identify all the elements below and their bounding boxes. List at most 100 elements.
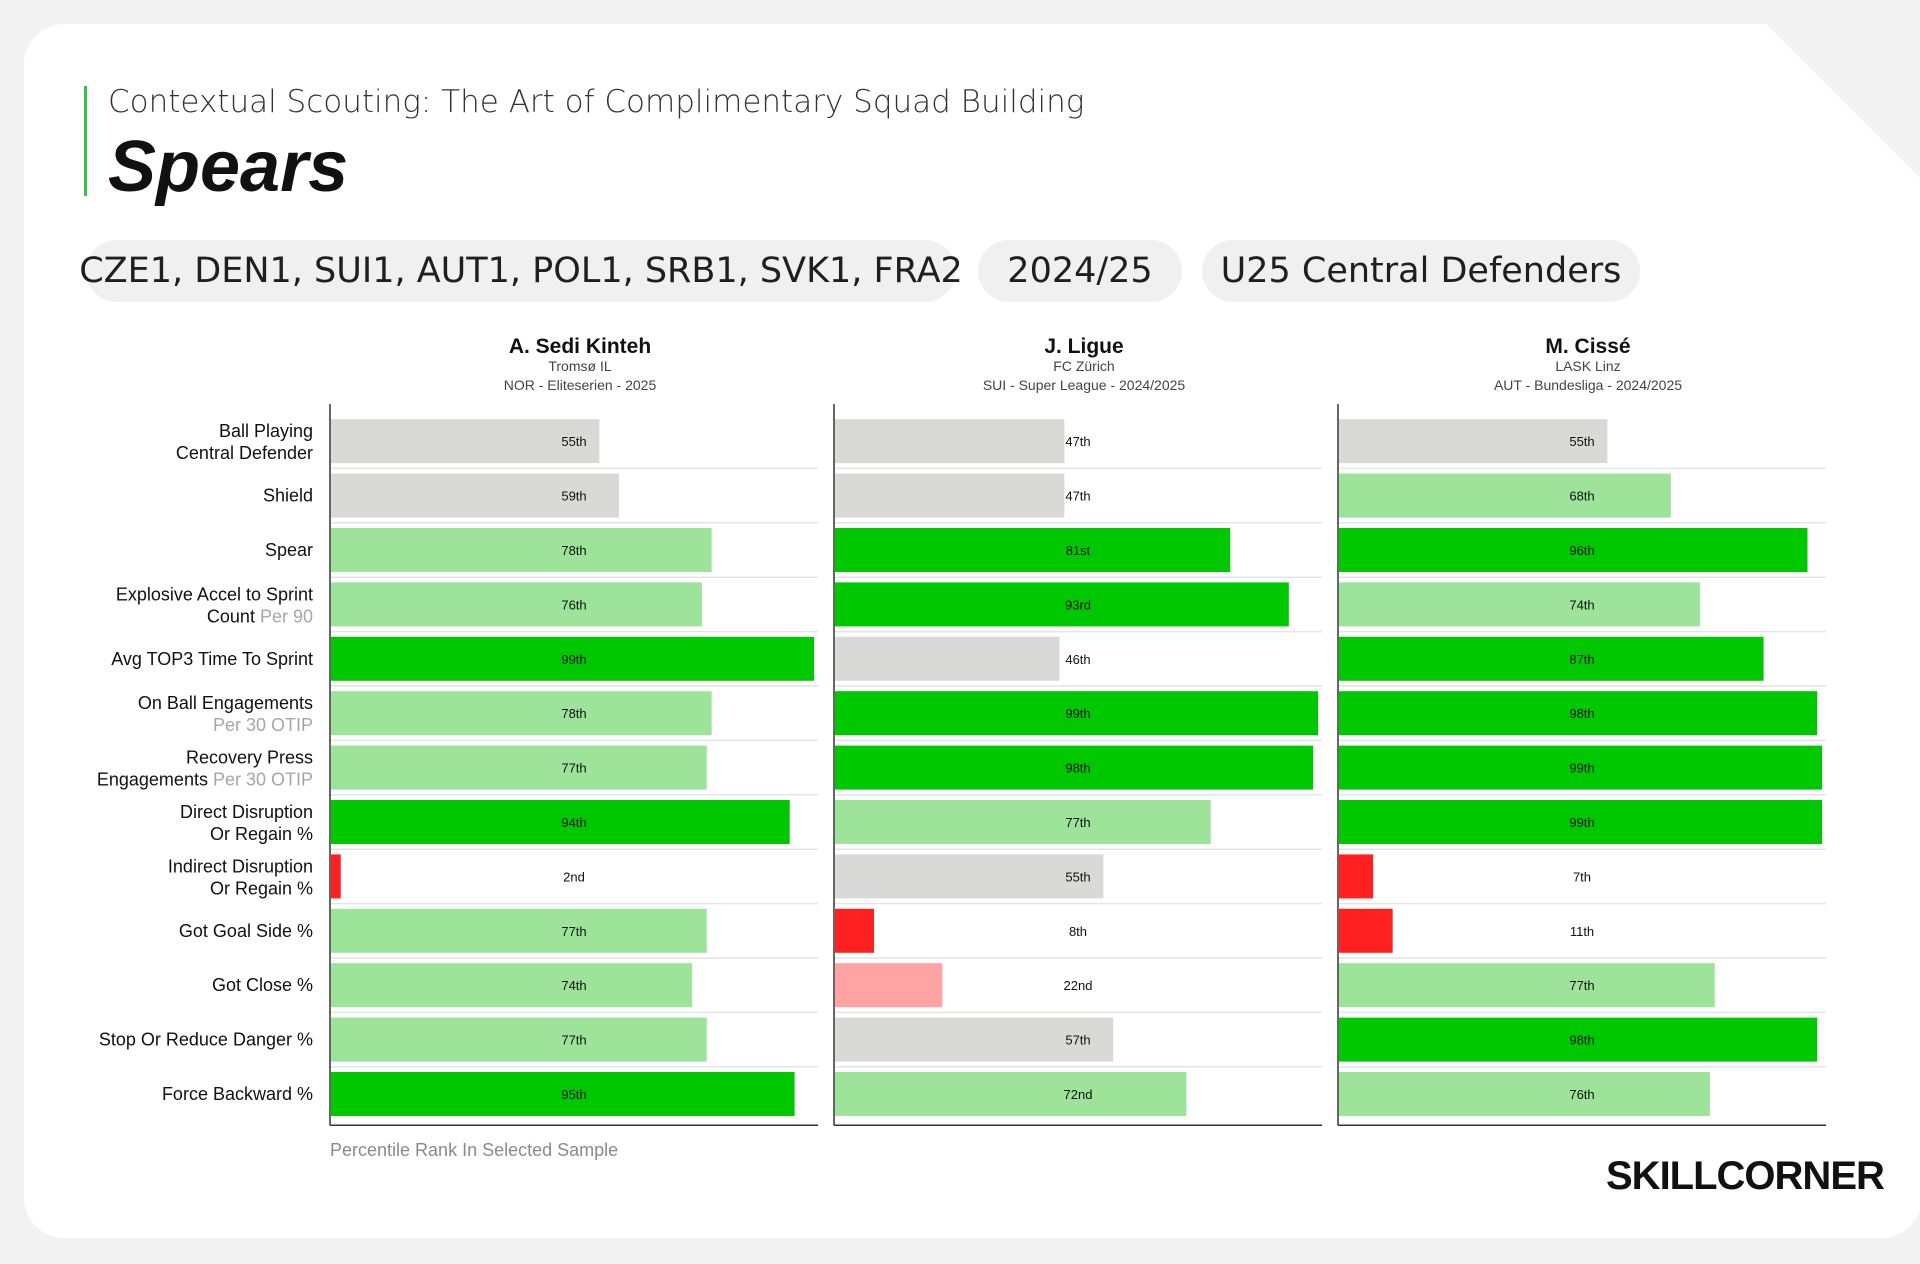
page-subtitle: Contextual Scouting: The Art of Complime…: [108, 84, 1085, 120]
bar: [835, 582, 1289, 627]
bar: [331, 473, 619, 518]
bar: [331, 1017, 707, 1062]
bar-value-label: 96th: [1569, 543, 1594, 558]
bar: [1339, 963, 1715, 1008]
player-name: A. Sedi Kinteh: [509, 335, 651, 358]
metric-label-line2: Or Regain %: [210, 824, 313, 844]
bar-value-label: 72nd: [1064, 1087, 1093, 1102]
player-league: AUT - Bundesliga - 2024/2025: [1494, 377, 1682, 393]
metric-label: On Ball Engagements: [138, 693, 313, 713]
bar-value-label: 55th: [561, 434, 586, 449]
bar: [835, 800, 1211, 844]
metric-unit-suffix: Per 30 OTIP: [213, 715, 313, 735]
bar-value-label: 47th: [1065, 489, 1090, 504]
player-name: M. Cissé: [1545, 335, 1630, 358]
bar-value-label: 76th: [561, 597, 586, 612]
bar-value-label: 55th: [1569, 434, 1594, 449]
metric-label: Got Close %: [212, 975, 313, 995]
bar: [1339, 1017, 1818, 1062]
bar: [1339, 582, 1701, 627]
metric-label: Spear: [265, 540, 313, 560]
bar: [1339, 473, 1671, 518]
bar-value-label: 76th: [1569, 1087, 1594, 1102]
bar: [1339, 528, 1808, 572]
bar: [1339, 854, 1374, 899]
bar-value-label: 77th: [561, 1033, 586, 1048]
bar: [331, 908, 707, 953]
bar-value-label: 77th: [561, 924, 586, 939]
season-filter-pill: 2024/25: [978, 240, 1182, 302]
bar: [331, 582, 702, 627]
bar-value-label: 74th: [561, 978, 586, 993]
logo-text: SKILLCORNER: [1606, 1154, 1885, 1198]
metric-label: Explosive Accel to Sprint: [116, 584, 313, 604]
bar: [331, 800, 790, 844]
metric-label: Stop Or Reduce Danger %: [99, 1030, 313, 1050]
bar: [835, 473, 1065, 518]
bar: [331, 1072, 795, 1116]
bar: [835, 636, 1060, 681]
metric-label: Ball Playing: [219, 421, 313, 441]
bar-value-label: 77th: [1569, 978, 1594, 993]
metric-unit-suffix: Per 30 OTIP: [208, 770, 313, 790]
x-axis-label: Percentile Rank In Selected Sample: [330, 1140, 619, 1160]
bar-value-label: 11th: [1570, 924, 1594, 939]
bar-value-label: 95th: [561, 1087, 586, 1102]
bar: [835, 528, 1231, 572]
bar: [1339, 908, 1393, 953]
bar-value-label: 94th: [561, 815, 586, 830]
bar-value-label: 98th: [1569, 1033, 1594, 1048]
player-name: J. Ligue: [1044, 335, 1123, 358]
bar-value-label: 98th: [1569, 706, 1594, 721]
metric-label: Shield: [263, 486, 313, 506]
bar: [1339, 800, 1823, 844]
bar-value-label: 59th: [561, 489, 586, 504]
bar-value-label: 99th: [561, 652, 586, 667]
bar: [835, 1072, 1187, 1116]
player-club: Tromsø IL: [548, 358, 611, 374]
metric-label-line2: Per 30 OTIP: [213, 715, 313, 735]
bar: [1339, 745, 1823, 790]
bar-value-label: 78th: [561, 543, 586, 558]
bar-value-label: 99th: [1065, 706, 1090, 721]
bar-value-label: 74th: [1569, 597, 1594, 612]
bar: [835, 419, 1065, 464]
bar-value-label: 99th: [1569, 815, 1594, 830]
bar: [331, 419, 600, 464]
metric-label-line2: Engagements Per 30 OTIP: [97, 770, 313, 790]
bar: [331, 636, 815, 681]
bar-value-label: 77th: [1065, 815, 1090, 830]
bar: [1339, 419, 1608, 464]
metric-label-second-line: Engagements: [97, 770, 208, 790]
leagues-filter-pill: CZE1, DEN1, SUI1, AUT1, POL1, SRB1, SVK1…: [79, 240, 963, 302]
skillcorner-logo: SKILLCORNER: [1606, 1154, 1885, 1199]
bar: [835, 963, 943, 1008]
bar-value-label: 81st: [1066, 543, 1091, 558]
bar-value-label: 8th: [1069, 924, 1087, 939]
metric-label: Force Backward %: [162, 1084, 313, 1104]
bar-value-label: 99th: [1569, 761, 1594, 776]
metric-label: Avg TOP3 Time To Sprint: [111, 649, 313, 669]
position-group-filter-pill: U25 Central Defenders: [1202, 240, 1640, 302]
player-club: LASK Linz: [1555, 358, 1620, 374]
metric-label-line2: Count Per 90: [207, 606, 313, 626]
player-league: NOR - Eliteserien - 2025: [504, 377, 657, 393]
bar-value-label: 2nd: [563, 869, 585, 884]
bar: [331, 528, 712, 572]
metric-unit-suffix: Per 90: [255, 606, 313, 626]
metric-label-second-line: Central Defender: [176, 443, 313, 463]
bar-value-label: 93rd: [1065, 597, 1091, 612]
metric-label-line2: Or Regain %: [210, 878, 313, 898]
bar: [835, 745, 1314, 790]
bar: [331, 854, 341, 899]
bar-value-label: 87th: [1569, 652, 1594, 667]
page-title: Spears: [108, 127, 349, 207]
bar: [835, 691, 1319, 736]
metric-label: Got Goal Side %: [179, 921, 313, 941]
metric-label-second-line: Count: [207, 606, 255, 626]
bar: [1339, 636, 1764, 681]
metric-label-second-line: Or Regain %: [210, 878, 313, 898]
bar-value-label: 78th: [561, 706, 586, 721]
bar-value-label: 47th: [1065, 434, 1090, 449]
